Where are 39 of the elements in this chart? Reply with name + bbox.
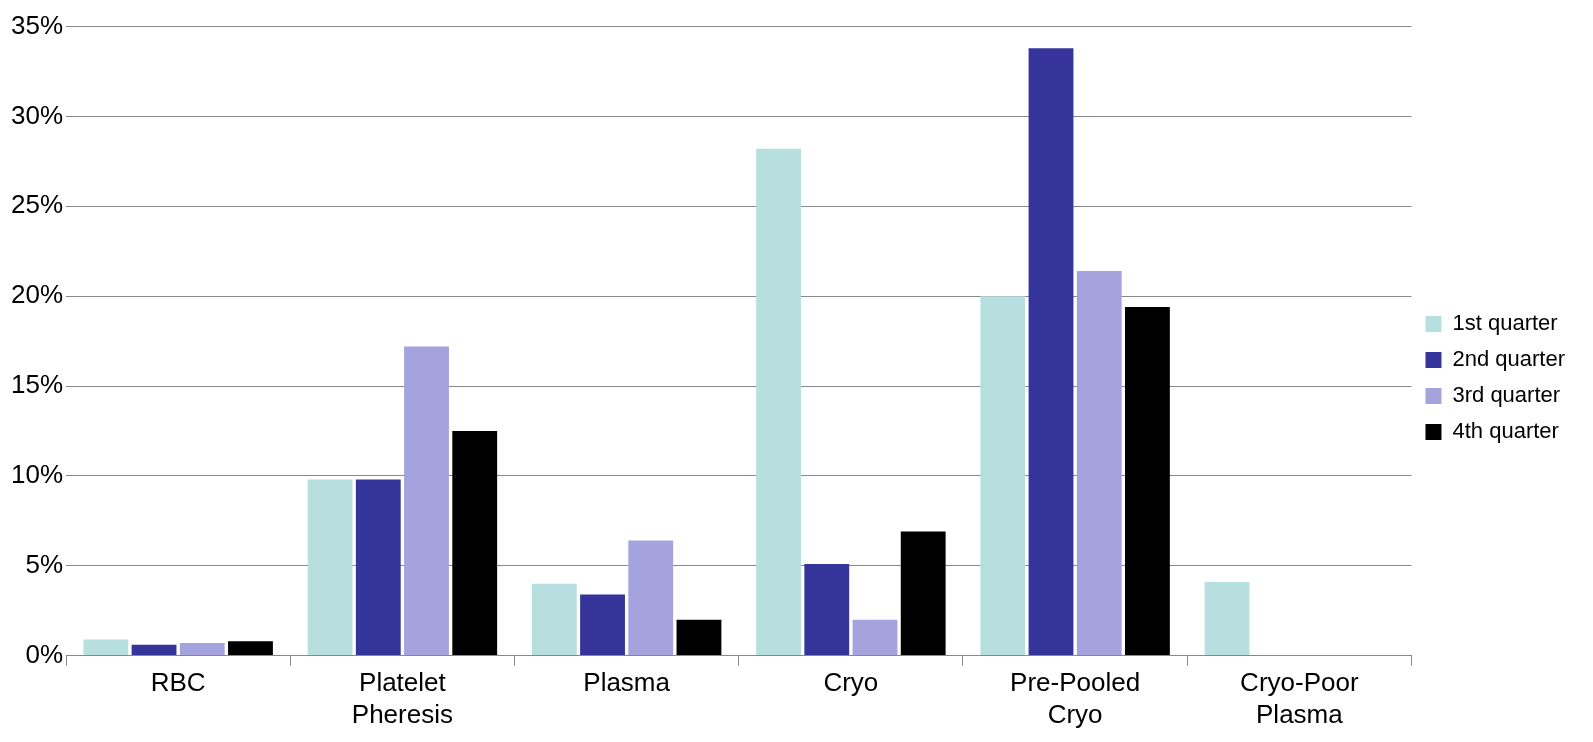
bar <box>83 639 129 656</box>
bar <box>628 540 674 656</box>
legend-label: 1st quarter <box>1452 310 1558 336</box>
bar <box>355 479 401 656</box>
bar <box>676 619 722 656</box>
x-tick-label: Cryo-Poor Plasma <box>1240 667 1359 729</box>
bar <box>804 563 850 656</box>
y-tick-label: 5% <box>25 548 64 579</box>
y-tick-label: 20% <box>10 279 64 310</box>
bar <box>580 594 625 656</box>
x-tick-label: RBC <box>150 667 206 698</box>
bar <box>531 583 577 656</box>
x-tick-label: Pre-Pooled Cryo <box>1010 667 1141 729</box>
y-tick-label: 10% <box>10 459 64 490</box>
y-tick-label: 35% <box>10 9 64 40</box>
bar <box>1204 581 1250 656</box>
bar <box>179 643 225 656</box>
legend-label: 3rd quarter <box>1452 382 1561 408</box>
bar <box>1076 271 1122 656</box>
legend-label: 4th quarter <box>1452 418 1559 444</box>
bar <box>1028 48 1074 656</box>
bar <box>852 619 898 656</box>
bar <box>756 148 801 656</box>
y-tick-label: 0% <box>25 638 64 669</box>
legend-label: 2nd quarter <box>1452 346 1566 372</box>
bar <box>900 531 946 656</box>
y-tick-label: 30% <box>10 99 64 130</box>
bar <box>404 346 449 656</box>
bar <box>228 641 273 656</box>
y-tick-label: 15% <box>10 369 64 400</box>
bar <box>980 296 1026 656</box>
x-tick-label: Platelet Pheresis <box>351 667 453 729</box>
bar <box>131 644 177 656</box>
x-tick-label: Plasma <box>583 667 671 698</box>
bar <box>307 479 353 656</box>
x-tick-label: Cryo <box>823 667 879 698</box>
bar <box>452 430 498 656</box>
y-tick-label: 25% <box>10 189 64 220</box>
bar <box>1125 306 1170 656</box>
